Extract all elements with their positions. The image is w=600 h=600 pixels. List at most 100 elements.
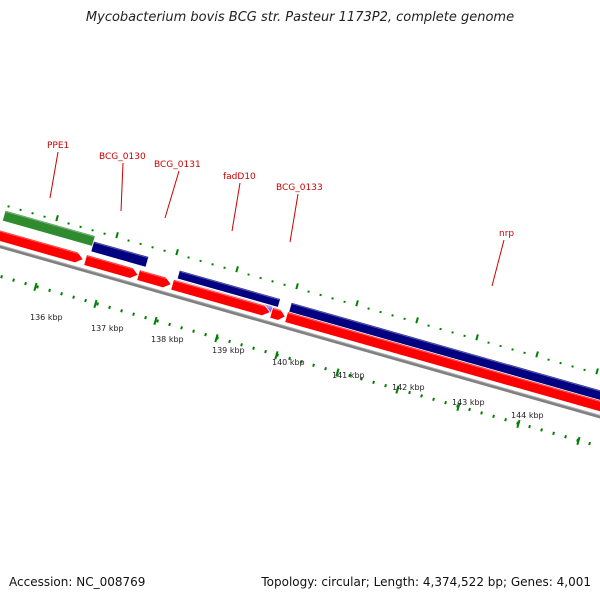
scale-minor-tick (24, 281, 27, 286)
upper-track-tick (595, 368, 599, 375)
gene-label: BCG_0131 (154, 160, 201, 170)
upper-track-tick (499, 344, 502, 348)
upper-track-tick (583, 368, 586, 372)
forward-cds-4-shine (174, 280, 271, 309)
scale-minor-tick (480, 411, 483, 415)
upper-track-tick (247, 273, 250, 276)
upper-track-tick (475, 334, 479, 341)
upper-track-tick (67, 222, 70, 225)
feature-layer (0, 209, 600, 413)
forward-cds-2-shine (87, 255, 139, 272)
upper-track-tick (403, 317, 406, 321)
gene-label: BCG_0133 (276, 183, 323, 193)
scale-minor-tick (516, 421, 519, 425)
upper-track-tick (295, 283, 299, 290)
upper-track-tick (175, 249, 179, 256)
scale-minor-tick (288, 356, 291, 361)
scale-minor-tick (492, 414, 495, 419)
scale-minor-tick (60, 292, 63, 296)
scale-major-tick (153, 316, 158, 326)
upper-track-tick (427, 324, 430, 327)
scale-minor-tick (96, 302, 99, 306)
scale-minor-tick (204, 332, 207, 337)
upper-track-tick (187, 256, 190, 259)
scale-minor-tick (576, 438, 579, 442)
ppe1-feature-shine (5, 211, 95, 238)
scale-minor-tick (528, 424, 531, 429)
upper-track-tick (103, 232, 106, 235)
upper-track-tick (91, 229, 94, 232)
scale-minor-tick (384, 383, 387, 388)
upper-track-tick (463, 334, 466, 338)
scale-minor-tick (84, 298, 87, 303)
scale-minor-tick (540, 428, 543, 432)
scale-minor-tick (216, 336, 219, 340)
upper-track-tick (523, 351, 526, 355)
gene-label: PPE1 (47, 141, 69, 151)
backbone-layer (0, 244, 600, 419)
upper-track-tick (7, 205, 10, 208)
scale-minor-tick (300, 360, 303, 364)
scale-label: 144 kbp (511, 411, 544, 420)
scale-minor-tick (12, 278, 15, 282)
upper-track-tick (235, 266, 239, 273)
scale-label: 140 kbp (272, 358, 305, 367)
upper-track-tick (271, 280, 274, 283)
upper-track-tick (379, 310, 382, 314)
gene-label: nrp (499, 229, 514, 239)
upper-track-tick (511, 348, 514, 351)
nrp-feature-shine (291, 303, 600, 392)
gene-leader-line (164, 170, 180, 219)
scale-major-tick (33, 282, 38, 291)
forward-cds-6 (284, 311, 600, 413)
upper-track-tick (487, 341, 490, 344)
scale-major-tick (516, 419, 521, 429)
upper-track-tick (415, 317, 419, 324)
scale-minor-tick (120, 309, 123, 313)
scale-label: 139 kbp (212, 346, 245, 355)
scale-minor-tick (468, 407, 471, 412)
scale-label: 137 kbp (91, 324, 124, 333)
scale-label: 138 kbp (151, 335, 184, 344)
upper-track-tick (571, 365, 574, 368)
gene-leader-line (49, 151, 59, 199)
gene-leader-line (231, 182, 241, 232)
upper-track-tick (79, 225, 82, 229)
upper-track-tick (319, 293, 322, 297)
upper-track-tick (559, 361, 562, 365)
upper-track-tick (307, 290, 310, 293)
scale-major-tick (456, 402, 461, 411)
scale-minor-tick (504, 418, 507, 422)
gene-label: BCG_0130 (99, 152, 146, 162)
gene-label: fadD10 (223, 172, 256, 182)
upper-track-tick (391, 314, 394, 317)
upper-track-tick (31, 212, 34, 215)
label-layer: 136 kbp 137 kbp 138 kbp 139 kbp 140 kbp 141 k… (30, 141, 544, 420)
upper-track-tick (547, 358, 550, 361)
scale-minor-tick (420, 394, 423, 398)
forward-cds-3 (136, 269, 172, 289)
forward-cds-1-shine (0, 230, 84, 256)
upper-track-tick (19, 208, 22, 212)
upper-track-tick (43, 215, 46, 218)
scale-minor-tick (324, 366, 327, 371)
forward-cds-3-shine (140, 270, 172, 281)
bcg-0130-feature (90, 240, 150, 268)
scale-minor-tick (180, 326, 183, 330)
backbone-highlight (0, 244, 600, 416)
nrp-feature (287, 301, 600, 403)
scale-minor-tick (432, 397, 435, 402)
scale-minor-tick (156, 319, 159, 323)
scale-label: 141 kbp (332, 371, 365, 380)
bcg-0130-feature-shine (94, 242, 148, 259)
upper-track-tick (367, 307, 370, 310)
scale-minor-tick (444, 400, 447, 405)
scale-minor-tick (588, 441, 591, 446)
upper-track-tick (283, 283, 286, 287)
upper-track-tick (535, 351, 539, 358)
scale-minor-tick (348, 373, 351, 378)
tick-layer (0, 205, 599, 446)
upper-track-tick (151, 246, 154, 249)
bcg-0131-reverse-feature (176, 269, 282, 308)
